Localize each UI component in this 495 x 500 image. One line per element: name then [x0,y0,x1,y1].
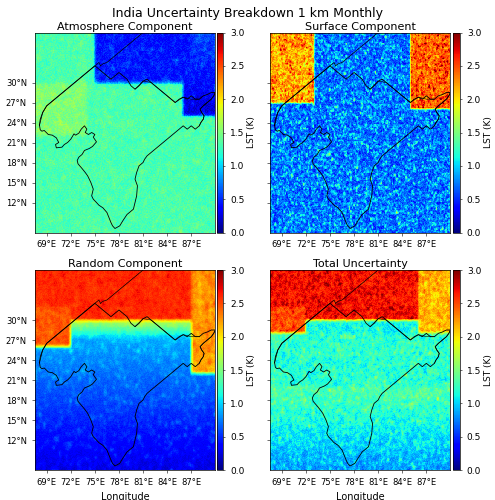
Y-axis label: LST (K): LST (K) [248,354,256,386]
Y-axis label: LST (K): LST (K) [484,354,493,386]
Title: Random Component: Random Component [68,259,182,269]
Title: Atmosphere Component: Atmosphere Component [57,22,193,32]
X-axis label: Longitude: Longitude [100,492,149,500]
Title: Total Uncertainty: Total Uncertainty [313,259,407,269]
X-axis label: Longitude: Longitude [336,492,385,500]
Title: Surface Component: Surface Component [305,22,415,32]
Y-axis label: LST (K): LST (K) [248,116,256,148]
Y-axis label: LST (K): LST (K) [484,116,493,148]
Text: India Uncertainty Breakdown 1 km Monthly: India Uncertainty Breakdown 1 km Monthly [112,8,383,20]
